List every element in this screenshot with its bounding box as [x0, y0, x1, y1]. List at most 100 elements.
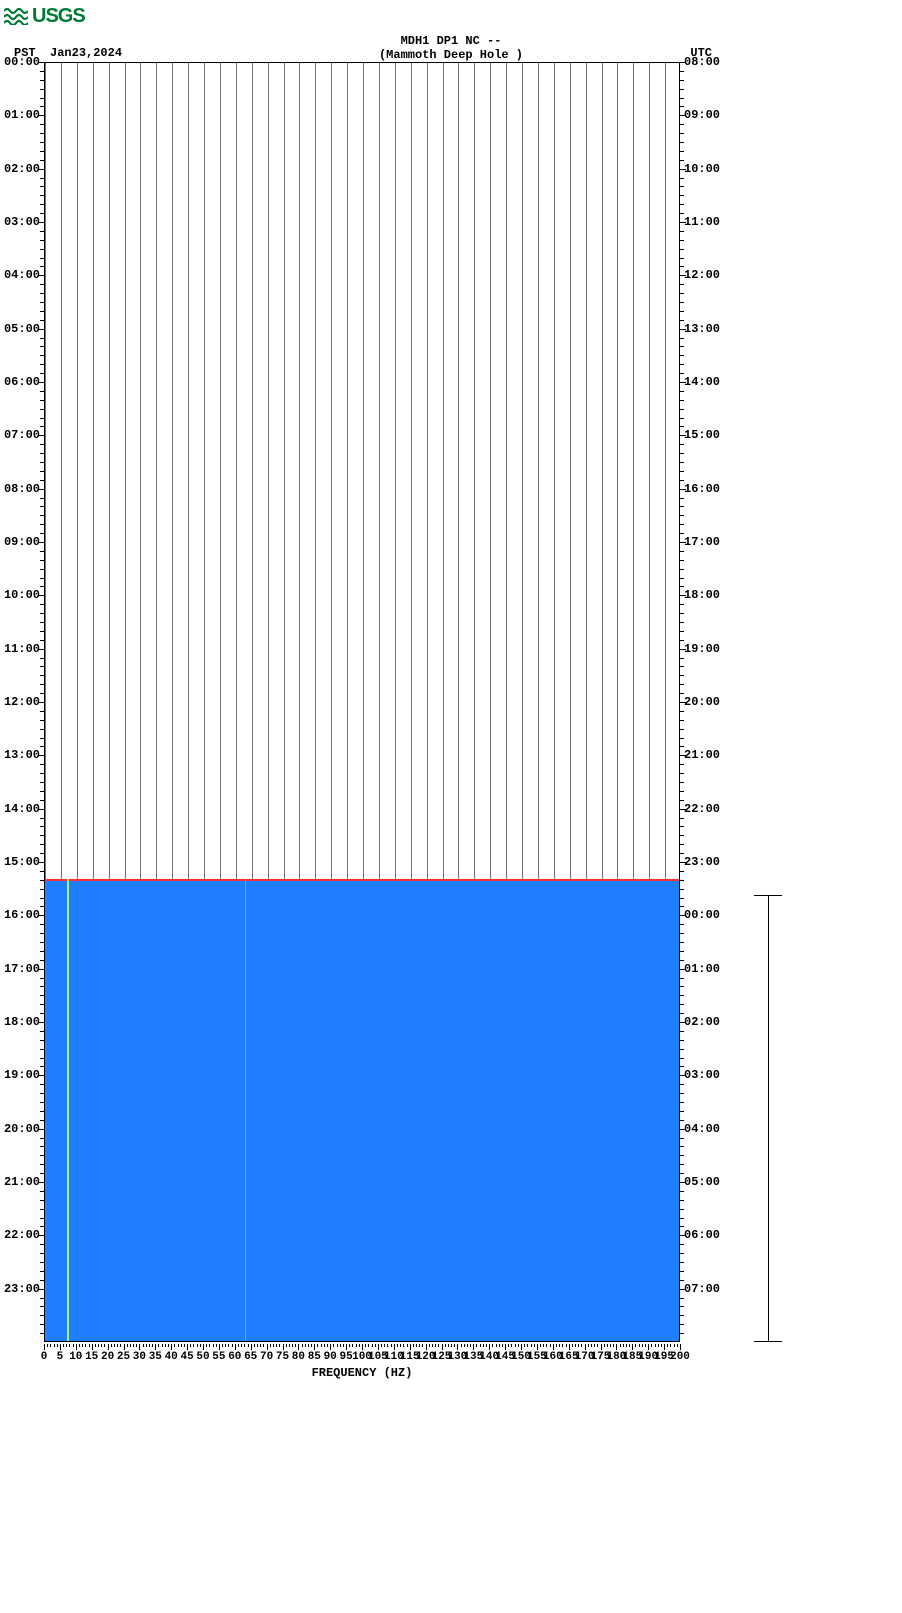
y-left-minor-tick [40, 258, 44, 259]
y-right-minor-tick [680, 1298, 684, 1299]
x-minor-tick [566, 1344, 567, 1347]
y-left-minor-tick [40, 1146, 44, 1147]
x-tick [60, 1344, 61, 1350]
x-minor-tick [152, 1344, 153, 1347]
y-left-minor-tick [40, 240, 44, 241]
y-right-minor-tick [680, 1058, 684, 1059]
y-right-tick [680, 1129, 686, 1130]
x-minor-tick [349, 1344, 350, 1347]
y-right-minor-tick [680, 124, 684, 125]
y-right-minor-tick [680, 613, 684, 614]
y-left-minor-tick [40, 1200, 44, 1201]
y-left-minor-tick [40, 720, 44, 721]
y-right-minor-tick [680, 746, 684, 747]
x-minor-tick [515, 1344, 516, 1347]
x-label: 0 [41, 1351, 48, 1363]
y-left-minor-tick [40, 266, 44, 267]
x-minor-tick [639, 1344, 640, 1347]
x-minor-tick [82, 1344, 83, 1347]
y-right-label: 17:00 [684, 535, 720, 549]
y-left-minor-tick [40, 782, 44, 783]
colorbar [768, 895, 769, 1342]
y-right-minor-tick [680, 204, 684, 205]
y-right-minor-tick [680, 302, 684, 303]
y-left-tick [38, 435, 44, 436]
y-right-minor-tick [680, 800, 684, 801]
y-right-minor-tick [680, 764, 684, 765]
y-right-minor-tick [680, 409, 684, 410]
y-left-minor-tick [40, 204, 44, 205]
x-tick [235, 1344, 236, 1350]
y-right-minor-tick [680, 1102, 684, 1103]
y-left-minor-tick [40, 604, 44, 605]
y-right-minor-tick [680, 293, 684, 294]
y-right-minor-tick [680, 844, 684, 845]
plot-area [44, 62, 680, 1342]
y-right-minor-tick [680, 578, 684, 579]
x-minor-tick [333, 1344, 334, 1347]
x-minor-tick [168, 1344, 169, 1347]
x-minor-tick [483, 1344, 484, 1347]
y-right-minor-tick [680, 924, 684, 925]
x-minor-tick [66, 1344, 67, 1347]
y-right-minor-tick [680, 453, 684, 454]
y-right-minor-tick [680, 364, 684, 365]
x-minor-tick [578, 1344, 579, 1347]
y-left-label: 23:00 [0, 1282, 40, 1296]
y-right-minor-tick [680, 346, 684, 347]
y-left-minor-tick [40, 311, 44, 312]
y-right-minor-tick [680, 666, 684, 667]
y-right-minor-tick [680, 195, 684, 196]
y-right-label: 00:00 [684, 908, 720, 922]
y-right-minor-tick [680, 622, 684, 623]
x-minor-tick [527, 1344, 528, 1347]
y-left-tick [38, 222, 44, 223]
y-left-label: 13:00 [0, 748, 40, 762]
y-right-minor-tick [680, 1004, 684, 1005]
y-right-label: 21:00 [684, 748, 720, 762]
y-left-minor-tick [40, 800, 44, 801]
y-left-minor-tick [40, 844, 44, 845]
y-left-minor-tick [40, 1271, 44, 1272]
y-left-minor-tick [40, 835, 44, 836]
y-left-minor-tick [40, 684, 44, 685]
wave-icon [4, 7, 28, 25]
x-minor-tick [273, 1344, 274, 1347]
y-left-minor-tick [40, 675, 44, 676]
y-right-tick [680, 649, 686, 650]
y-right-label: 14:00 [684, 375, 720, 389]
x-minor-tick [550, 1344, 551, 1347]
y-left-minor-tick [40, 764, 44, 765]
y-right-tick [680, 329, 686, 330]
x-tick [632, 1344, 633, 1350]
x-minor-tick [575, 1344, 576, 1347]
y-right-minor-tick [680, 942, 684, 943]
y-right-minor-tick [680, 1084, 684, 1085]
y-left-label: 00:00 [0, 55, 40, 69]
y-left-minor-tick [40, 373, 44, 374]
y-right-tick [680, 1075, 686, 1076]
x-minor-tick [486, 1344, 487, 1347]
y-left-minor-tick [40, 506, 44, 507]
y-right-minor-tick [680, 213, 684, 214]
x-minor-tick [337, 1344, 338, 1347]
y-right-minor-tick [680, 1244, 684, 1245]
y-right-minor-tick [680, 986, 684, 987]
x-minor-tick [57, 1344, 58, 1347]
x-tick [251, 1344, 252, 1350]
x-minor-tick [79, 1344, 80, 1347]
y-left-label: 03:00 [0, 215, 40, 229]
x-minor-tick [626, 1344, 627, 1347]
y-left-minor-tick [40, 871, 44, 872]
y-left-label: 04:00 [0, 268, 40, 282]
y-right-label: 13:00 [684, 322, 720, 336]
x-minor-tick [54, 1344, 55, 1347]
y-left-minor-tick [40, 898, 44, 899]
x-minor-tick [104, 1344, 105, 1347]
y-right-tick [680, 1022, 686, 1023]
x-tick [124, 1344, 125, 1350]
y-left-minor-tick [40, 933, 44, 934]
x-minor-tick [206, 1344, 207, 1347]
y-right-minor-tick [680, 1209, 684, 1210]
y-left-tick [38, 595, 44, 596]
